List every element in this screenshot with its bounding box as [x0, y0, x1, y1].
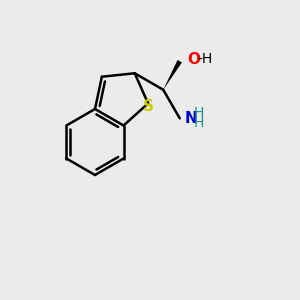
Text: H: H — [194, 106, 204, 120]
Text: N: N — [185, 111, 197, 126]
Text: S: S — [142, 99, 154, 114]
Text: -H: -H — [198, 52, 213, 66]
Text: O: O — [187, 52, 200, 67]
Polygon shape — [163, 60, 182, 90]
Text: H: H — [194, 116, 204, 130]
